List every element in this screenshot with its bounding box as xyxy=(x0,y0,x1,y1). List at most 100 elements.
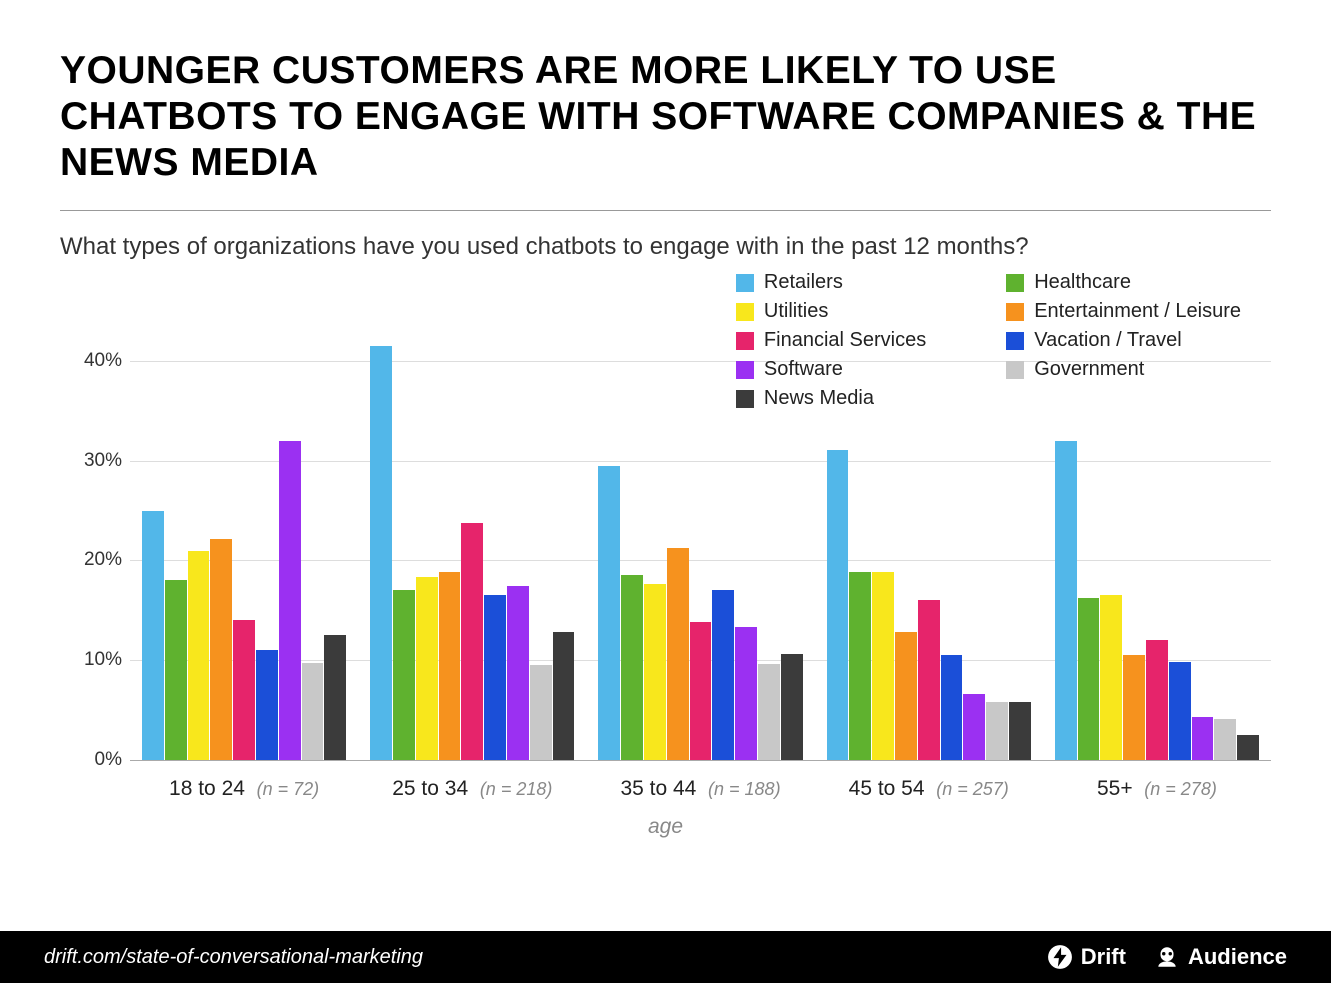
bar xyxy=(1055,441,1077,760)
legend-swatch xyxy=(736,274,754,292)
x-axis-labels: 18 to 24 (n = 72)25 to 34 (n = 218)35 to… xyxy=(130,777,1271,801)
x-tick-label: 18 to 24 (n = 72) xyxy=(130,777,358,801)
legend-item: Utilities xyxy=(736,300,926,323)
bar xyxy=(1192,717,1214,760)
bar xyxy=(279,441,301,760)
brand-drift: Drift xyxy=(1047,944,1126,970)
legend-swatch xyxy=(736,361,754,379)
bar xyxy=(1169,662,1191,760)
bar xyxy=(963,694,985,760)
y-tick-label: 30% xyxy=(68,450,122,472)
legend-label: Financial Services xyxy=(764,329,926,352)
audience-icon xyxy=(1154,944,1180,970)
bar xyxy=(1078,598,1100,760)
chart-container: YOUNGER CUSTOMERS ARE MORE LIKELY TO USE… xyxy=(0,0,1331,831)
bar xyxy=(598,466,620,760)
legend-label: News Media xyxy=(764,387,874,410)
bar xyxy=(712,590,734,760)
bar xyxy=(324,635,346,760)
footer-brands: Drift Audience xyxy=(1047,944,1287,970)
bar xyxy=(1237,735,1259,760)
bar xyxy=(758,664,780,760)
bar xyxy=(1009,702,1031,760)
legend-swatch xyxy=(736,332,754,350)
bar xyxy=(484,595,506,760)
legend-item: Government xyxy=(1006,358,1241,381)
bar xyxy=(553,632,575,760)
bar xyxy=(644,584,666,760)
legend-label: Entertainment / Leisure xyxy=(1034,300,1241,323)
legend-swatch xyxy=(1006,303,1024,321)
y-tick-label: 10% xyxy=(68,649,122,671)
bar xyxy=(827,450,849,760)
bar xyxy=(986,702,1008,760)
legend-item: Software xyxy=(736,358,926,381)
x-axis-title: age xyxy=(60,815,1271,839)
bar xyxy=(302,663,324,760)
legend-label: Vacation / Travel xyxy=(1034,329,1181,352)
x-tick-label: 25 to 34 (n = 218) xyxy=(358,777,586,801)
bar xyxy=(1123,655,1145,760)
bar xyxy=(895,632,917,760)
x-tick-label: 35 to 44 (n = 188) xyxy=(586,777,814,801)
chart-area: Retailers Utilities Financial Services Soft… xyxy=(60,271,1271,831)
y-tick-label: 20% xyxy=(68,549,122,571)
legend-label: Retailers xyxy=(764,271,843,294)
bar xyxy=(507,586,529,760)
bar-group xyxy=(358,311,586,760)
legend-swatch xyxy=(736,303,754,321)
x-tick-label: 45 to 54 (n = 257) xyxy=(815,777,1043,801)
x-tick-label: 55+ (n = 278) xyxy=(1043,777,1271,801)
bar xyxy=(621,575,643,760)
legend-swatch xyxy=(1006,274,1024,292)
footer-bar: drift.com/state-of-conversational-market… xyxy=(0,931,1331,983)
y-tick-label: 0% xyxy=(68,749,122,771)
bar xyxy=(210,539,232,761)
bar xyxy=(530,665,552,760)
bar xyxy=(370,346,392,760)
legend-item: Vacation / Travel xyxy=(1006,329,1241,352)
legend-label: Healthcare xyxy=(1034,271,1131,294)
bar xyxy=(1214,719,1236,760)
bar xyxy=(941,655,963,760)
brand-drift-label: Drift xyxy=(1081,944,1126,970)
bar xyxy=(690,622,712,760)
bar xyxy=(1100,595,1122,760)
bar xyxy=(416,577,438,760)
bar xyxy=(781,654,803,760)
bar xyxy=(1146,640,1168,760)
bar xyxy=(256,650,278,760)
bar xyxy=(849,572,871,760)
legend-item: Entertainment / Leisure xyxy=(1006,300,1241,323)
chart-subtitle: What types of organizations have you use… xyxy=(60,233,1271,261)
bar xyxy=(439,572,461,760)
footer-url: drift.com/state-of-conversational-market… xyxy=(44,946,423,969)
chart-title: YOUNGER CUSTOMERS ARE MORE LIKELY TO USE… xyxy=(60,48,1271,211)
legend-label: Government xyxy=(1034,358,1144,381)
bolt-icon xyxy=(1047,944,1073,970)
bar xyxy=(667,548,689,761)
bar xyxy=(165,580,187,760)
bar xyxy=(188,551,210,761)
brand-audience-label: Audience xyxy=(1188,944,1287,970)
legend-item: Retailers xyxy=(736,271,926,294)
legend-swatch xyxy=(736,390,754,408)
legend-swatch xyxy=(1006,332,1024,350)
legend-item: Healthcare xyxy=(1006,271,1241,294)
brand-audience: Audience xyxy=(1154,944,1287,970)
legend: Retailers Utilities Financial Services Soft… xyxy=(736,271,1241,410)
bar xyxy=(233,620,255,760)
legend-item: News Media xyxy=(736,387,926,410)
legend-swatch xyxy=(1006,361,1024,379)
bar xyxy=(872,572,894,760)
legend-label: Software xyxy=(764,358,843,381)
bar xyxy=(461,523,483,760)
legend-item: Financial Services xyxy=(736,329,926,352)
bar xyxy=(142,511,164,760)
legend-label: Utilities xyxy=(764,300,828,323)
bar-group xyxy=(130,311,358,760)
bar xyxy=(735,627,757,760)
bar xyxy=(393,590,415,760)
y-tick-label: 40% xyxy=(68,350,122,372)
bar xyxy=(918,600,940,760)
